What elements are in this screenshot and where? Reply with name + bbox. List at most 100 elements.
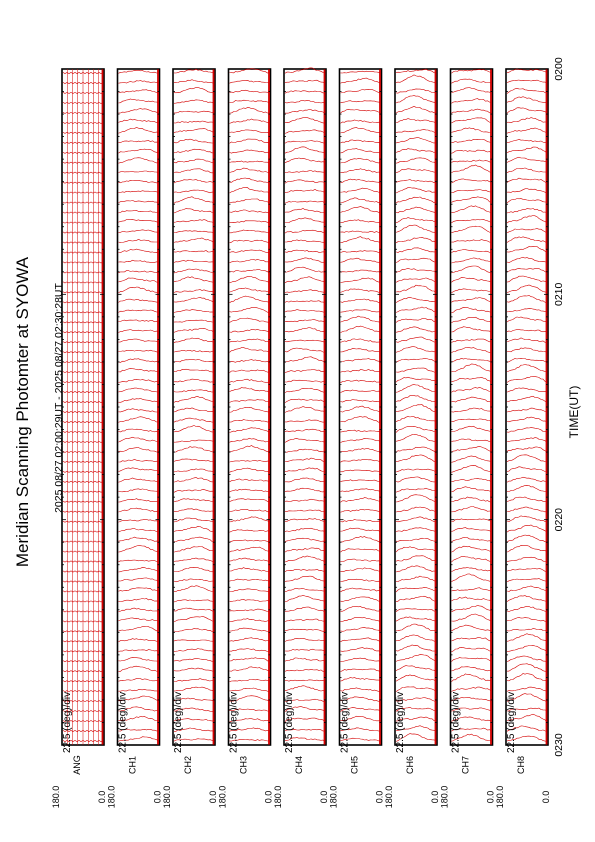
scan-trace — [506, 484, 548, 492]
scan-trace — [506, 506, 548, 513]
scan-trace — [118, 408, 159, 413]
scan-trace — [118, 319, 159, 323]
scan-trace — [229, 478, 270, 483]
scan-trace — [284, 679, 326, 682]
scan-trace — [173, 599, 215, 603]
scan-trace — [395, 425, 436, 433]
scan-trace — [229, 89, 270, 94]
panel-ch6: 180.0 0.0 CH6 22.5 (deg)/div — [384, 68, 440, 808]
scan-trace — [284, 327, 326, 333]
scan-trace — [340, 536, 381, 543]
scan-trace — [229, 138, 270, 144]
scan-trace — [229, 220, 270, 224]
scan-trace — [229, 68, 270, 74]
y-tick-label-bottom: 0.0 — [264, 791, 274, 804]
scan-trace — [395, 168, 437, 173]
x-tick-label: 0210 — [553, 282, 565, 306]
scan-trace — [118, 329, 159, 333]
scan-trace — [118, 607, 159, 613]
scan-trace — [284, 249, 326, 253]
scan-trace — [451, 716, 492, 722]
scan-trace — [173, 208, 215, 214]
scan-trace — [229, 406, 270, 413]
scan-trace — [284, 467, 326, 473]
scan-trace — [395, 68, 437, 74]
scan-trace — [340, 369, 381, 373]
scan-trace — [395, 654, 437, 662]
scan-trace — [451, 239, 492, 243]
scan-trace — [285, 217, 326, 223]
scan-trace — [506, 284, 548, 293]
channel-label: CH3 — [239, 756, 249, 774]
scan-trace — [284, 300, 326, 303]
scan-trace — [506, 236, 548, 244]
scan-trace — [340, 617, 381, 623]
scan-trace — [174, 110, 215, 114]
scan-trace — [173, 498, 215, 503]
scan-trace — [395, 358, 437, 363]
scan-trace — [395, 644, 437, 652]
scan-trace — [229, 546, 270, 553]
scan-trace — [451, 78, 492, 84]
scan-trace — [173, 425, 215, 433]
scan-trace — [229, 359, 270, 363]
scan-trace — [174, 678, 215, 682]
scan-trace — [173, 319, 215, 323]
scan-trace — [173, 439, 215, 443]
scan-trace — [118, 706, 159, 712]
scan-trace — [451, 117, 492, 124]
scan-trace — [229, 708, 270, 712]
scan-trace — [229, 317, 270, 323]
scan-trace — [118, 649, 159, 652]
scan-trace — [451, 733, 492, 742]
scan-trace — [229, 229, 270, 234]
scan-trace — [118, 459, 159, 463]
scan-trace — [340, 187, 381, 193]
scan-trace — [340, 236, 381, 244]
scan-trace — [451, 545, 492, 553]
channel-label: CH2 — [183, 756, 193, 774]
scan-trace — [506, 466, 548, 473]
scan-trace — [506, 316, 548, 323]
scan-trace — [284, 189, 326, 194]
scan-trace — [284, 276, 326, 283]
y-tick-label-top: 180.0 — [107, 786, 117, 809]
scan-trace — [451, 605, 492, 613]
panel-ang: 180.0 0.0 ANG 22.5 (deg)/div — [51, 68, 107, 809]
scan-trace — [173, 536, 215, 542]
scan-trace — [340, 677, 381, 682]
scan-trace — [229, 578, 270, 582]
y-tick-label-top: 180.0 — [51, 786, 61, 809]
scan-trace — [284, 706, 326, 712]
y-tick-label-bottom: 0.0 — [97, 791, 107, 804]
scan-trace — [340, 558, 381, 562]
panel-frame — [172, 68, 216, 746]
scan-trace — [451, 164, 492, 174]
scan-trace — [340, 89, 381, 94]
scan-trace — [229, 167, 270, 174]
scan-trace — [284, 109, 326, 114]
scan-trace — [395, 88, 436, 94]
scan-trace — [174, 566, 215, 573]
scan-trace — [395, 395, 437, 403]
scan-trace — [395, 118, 437, 124]
scan-trace — [118, 80, 159, 84]
scan-trace — [118, 277, 159, 284]
scan-trace — [451, 288, 492, 294]
scan-trace — [451, 87, 492, 94]
scan-trace — [173, 525, 215, 533]
scan-trace — [395, 516, 437, 523]
scan-trace — [506, 735, 548, 742]
scan-trace — [340, 309, 381, 313]
scan-trace — [506, 454, 548, 463]
scan-trace — [173, 327, 215, 333]
scan-trace — [506, 655, 548, 662]
scan-trace — [506, 725, 548, 732]
scan-trace — [395, 179, 437, 184]
scan-trace — [229, 239, 270, 244]
scan-trace — [229, 467, 270, 473]
scan-trace — [173, 686, 215, 692]
scan-trace — [506, 96, 548, 104]
scan-trace — [118, 587, 159, 592]
scan-trace — [395, 446, 437, 453]
